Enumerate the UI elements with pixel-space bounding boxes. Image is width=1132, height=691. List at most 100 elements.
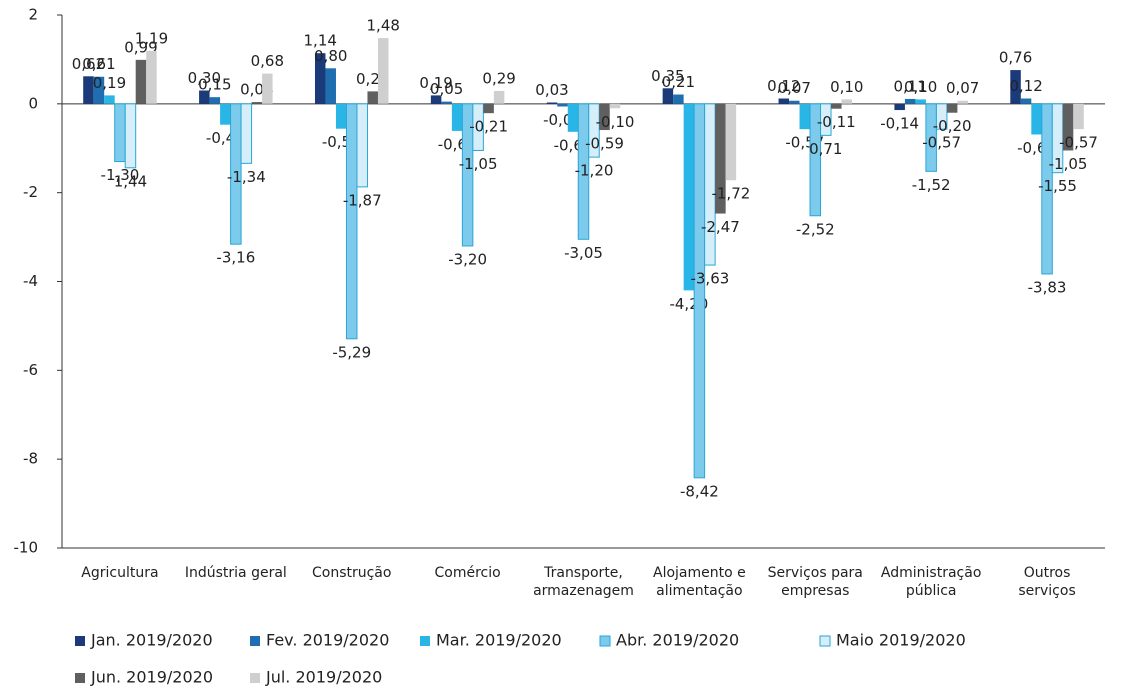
bar [715,103,726,214]
x-tick-label: Administração pública [881,565,981,599]
value-label: -0,57 [922,134,961,152]
value-label: 1,44 [114,172,147,190]
bar [725,103,737,181]
bar [904,98,916,104]
value-label: 0,62 [72,55,105,73]
legend-swatch [819,635,831,647]
value-label: -5,29 [332,343,371,361]
bar [230,103,242,245]
value-label: 0,12 [1009,77,1042,95]
bar [146,50,157,104]
value-label: -1,72 [711,185,750,203]
value-label: -1,55 [1038,177,1077,195]
legend-label: Jul. 2019/2020 [265,668,382,687]
value-label: 0,80 [314,47,347,65]
legend-label: Mar. 2019/2020 [436,631,562,650]
legend-label: Abr. 2019/2020 [616,631,739,650]
value-label: -1,34 [227,168,266,186]
bar [588,103,600,158]
bar [367,91,378,104]
legend-swatch [599,635,611,647]
value-label: 0,29 [482,69,515,87]
value-label: 0,21 [662,73,695,91]
bar [609,103,621,109]
value-label: 0,15 [198,76,231,94]
bar [251,102,263,104]
bar [430,95,442,104]
bar [441,101,452,104]
x-tick-label: Comércio [435,565,501,581]
value-label: -0,59 [585,135,624,153]
value-label: -3,05 [564,244,603,262]
x-tick-label: Construção [312,565,391,581]
bar [1062,103,1074,151]
value-label: -3,20 [448,250,487,268]
value-label: 0,07 [778,79,811,97]
bar [461,103,474,247]
bar [124,103,137,169]
bar [93,76,105,104]
y-tick-label: -4 [23,272,38,290]
bar [778,98,790,104]
x-tick-label: Alojamento e alimentação [653,565,746,599]
bar [1031,103,1042,135]
x-tick-label: Indústria geral [185,565,287,581]
value-label: 1,48 [367,17,400,35]
value-label: 1,14 [304,32,337,50]
bar [1073,103,1084,130]
bar [546,102,558,104]
bar [220,103,231,125]
bar [799,103,811,130]
value-label: 0,30 [188,69,221,87]
x-tick-label: Agricultura [81,565,158,581]
bar [567,103,579,132]
bar [1020,98,1032,104]
legend-label: Maio 2019/2020 [836,631,966,650]
y-tick-label: 2 [28,6,38,24]
value-label: -0,20 [933,117,972,135]
x-tick-label: Transporte, armazenagem [533,565,634,599]
bar [683,103,695,291]
legend-label: Jun. 2019/2020 [90,668,213,687]
x-tick-label: Outros serviços [1018,565,1075,599]
value-label: 0,10 [904,78,937,96]
bar [472,103,484,151]
bar [894,103,905,111]
value-label: -2,52 [796,220,835,238]
bar [820,103,832,136]
bar [1041,103,1053,275]
bar [114,103,126,163]
value-label: 0,12 [767,77,800,95]
legend-label: Jan. 2019/2020 [90,631,213,650]
value-label: 0,76 [999,49,1032,67]
value-label: -0,10 [596,113,635,131]
bar [209,97,221,104]
value-label: -3,16 [216,249,255,267]
value-label: -1,52 [912,176,951,194]
bar [662,88,674,104]
bar [335,103,347,129]
value-label: 0,11 [893,77,926,95]
y-tick-label: -6 [23,361,38,379]
legend-swatch [420,636,430,646]
value-label: 0,68 [251,52,284,70]
legend-label: Fev. 2019/2020 [266,631,389,650]
bar [314,53,326,104]
bar [493,90,505,104]
bar [483,103,494,114]
value-label: 0,71 [809,140,842,158]
bar [377,38,389,104]
bar [957,100,968,104]
value-label: 0,19 [93,74,126,92]
value-label: -1,87 [343,191,382,209]
value-label: -1,05 [459,155,498,173]
y-tick-label: -10 [14,539,39,557]
value-label: 0,61 [82,55,115,73]
bar [577,103,590,240]
bar [935,103,948,130]
bar [809,103,822,217]
value-label: 1,19 [135,29,168,47]
value-label: 0,10 [830,78,863,96]
bar [599,103,610,131]
